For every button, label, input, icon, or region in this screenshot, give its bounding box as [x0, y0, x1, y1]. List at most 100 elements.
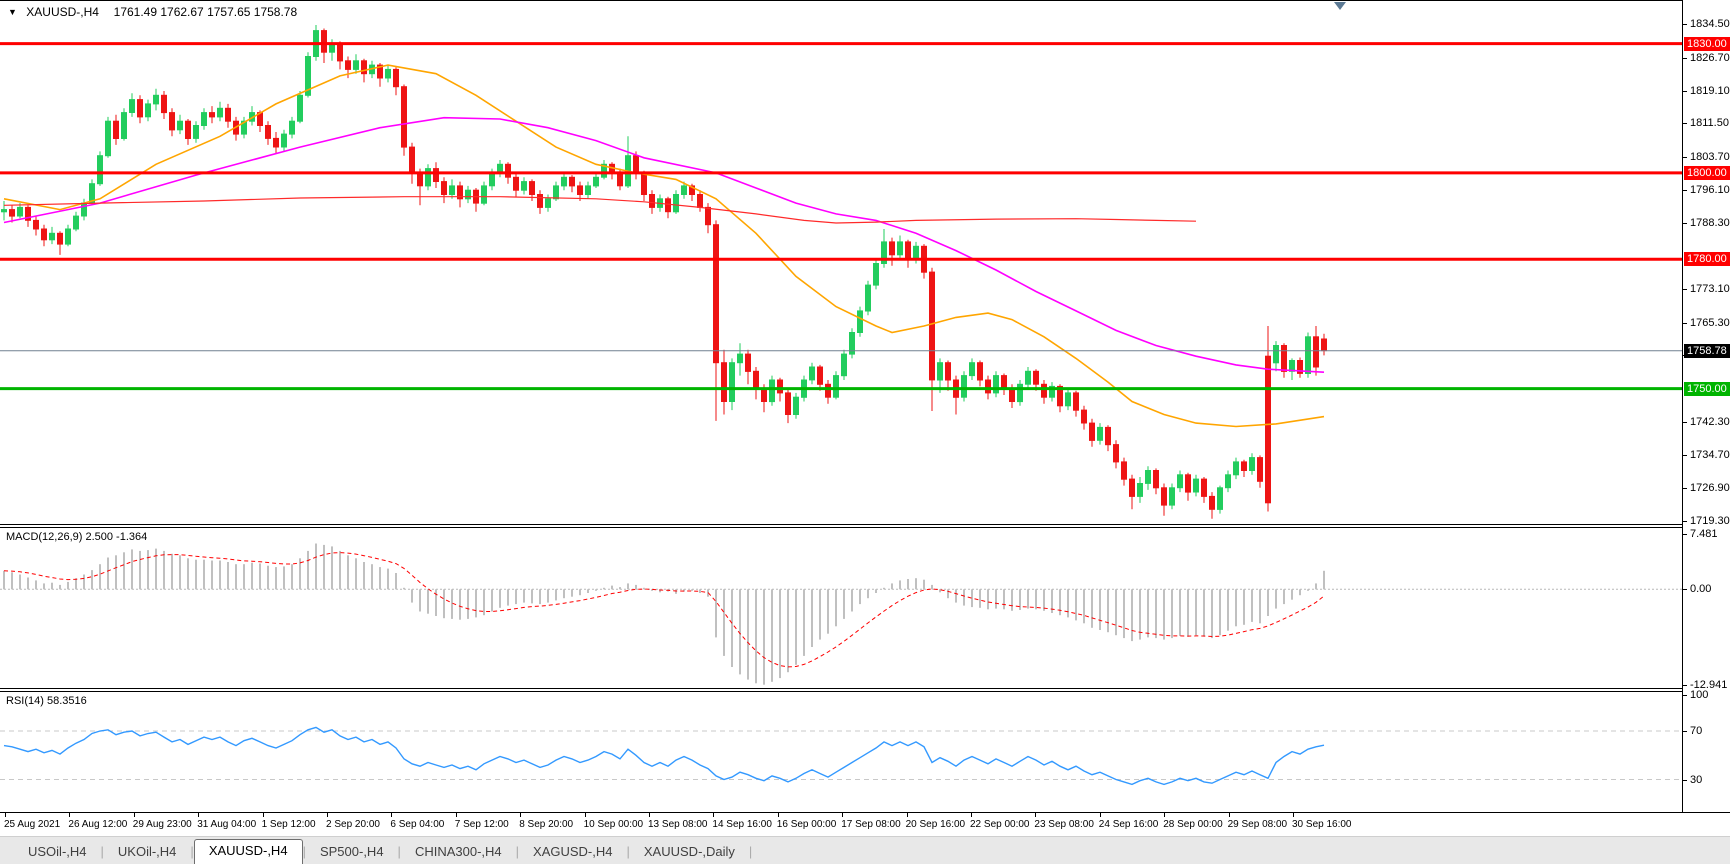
price-pane[interactable]	[0, 0, 1682, 524]
price-tick-label: 1734.70	[1690, 448, 1730, 461]
price-tick-label: 1803.70	[1690, 151, 1730, 163]
axis-tick	[1683, 694, 1687, 696]
axis-tick	[1683, 685, 1687, 686]
symbol-dropdown-icon[interactable]: ▼	[8, 7, 17, 17]
price-level-box-1750.00[interactable]: 1750.00	[1684, 381, 1730, 396]
time-tick	[198, 813, 200, 817]
time-tick	[69, 813, 71, 817]
price-axis[interactable]: 1834.50 1826.70 1819.10 1811.50 1803.70 1796.…	[1682, 0, 1730, 812]
time-label: 25 Aug 2021	[4, 819, 61, 830]
time-tick	[1164, 813, 1166, 817]
chart-tab-xauusd-daily[interactable]: XAUUSD-,Daily	[643, 844, 735, 859]
time-label: 7 Sep 12:00	[454, 819, 509, 830]
price-tick-label: 1811.50	[1690, 117, 1729, 130]
macd-indicator-label: MACD(12,26,9) 2.500 -1.364	[6, 531, 148, 543]
time-tick	[713, 813, 715, 817]
time-label: 8 Sep 20:00	[519, 819, 574, 830]
price-tick-label: 1826.70	[1690, 51, 1730, 64]
tab-divider: |	[397, 844, 401, 859]
ma-mid-magenta[interactable]	[3, 116, 1325, 373]
time-label: 20 Sep 16:00	[905, 819, 966, 830]
axis-tick	[1683, 322, 1687, 324]
chart-tab-china300-h4[interactable]: CHINA300-,H4	[414, 844, 502, 859]
time-label: 29 Sep 08:00	[1227, 819, 1288, 830]
time-tick	[520, 813, 522, 817]
price-tick-label: 1773.10	[1690, 283, 1730, 295]
time-label: 24 Sep 16:00	[1098, 819, 1159, 830]
macd-signal-line	[3, 552, 1325, 668]
time-label: 16 Sep 00:00	[776, 819, 837, 830]
axis-tick	[1683, 223, 1687, 225]
price-chart-canvas[interactable]	[0, 0, 1682, 524]
chart-tab-usoil-h4[interactable]: USOil-,H4	[28, 844, 87, 859]
price-level-box-1780.00[interactable]: 1780.00	[1684, 252, 1730, 267]
time-tick	[842, 813, 844, 817]
price-tick-label: 1788.30	[1690, 217, 1730, 230]
rsi-tick-label: 70	[1690, 725, 1703, 737]
chart-tab-sp500-h4[interactable]: SP500-,H4	[319, 844, 384, 859]
price-level-box-1830.00[interactable]: 1830.00	[1684, 36, 1730, 51]
time-label: 28 Sep 00:00	[1163, 819, 1223, 830]
time-axis[interactable]: 25 Aug 2021 26 Aug 12:00 29 Aug 23:00 31 Au…	[0, 812, 1730, 837]
time-tick	[133, 813, 135, 817]
price-tick-label: 1742.30	[1690, 415, 1730, 428]
price-level-box-1758.78[interactable]: 1758.78	[1684, 343, 1730, 358]
tab-divider: |	[302, 844, 306, 859]
time-tick	[584, 813, 586, 817]
pane-separator-macd[interactable]	[0, 524, 1730, 528]
chart-tab-xagusd-h4[interactable]: XAGUSD-,H4	[533, 844, 613, 859]
chart-tab-ukoil-h4[interactable]: UKOil-,H4	[117, 844, 177, 859]
chart-tab-xauusd-h4[interactable]: XAUUSD-,H4	[193, 839, 303, 864]
chart-shift-marker-icon[interactable]	[1334, 2, 1346, 10]
macd-pane[interactable]	[0, 528, 1682, 688]
time-label: 13 Sep 08:00	[648, 819, 708, 830]
macd-tick-label: 0.00	[1690, 583, 1712, 596]
time-label: 31 Aug 04:00	[197, 819, 257, 830]
axis-tick	[1683, 421, 1687, 423]
axis-tick	[1683, 289, 1687, 290]
macd-histogram	[3, 543, 1325, 685]
time-label: 26 Aug 12:00	[68, 819, 128, 830]
time-tick	[777, 813, 779, 817]
rsi-indicator-label: RSI(14) 58.3516	[6, 695, 87, 707]
axis-tick	[1683, 123, 1687, 125]
time-tick	[906, 813, 908, 817]
axis-tick	[1683, 189, 1687, 191]
time-tick	[971, 813, 972, 817]
time-tick	[391, 813, 393, 817]
macd-canvas	[0, 543, 1682, 685]
price-tick-label: 1726.90	[1690, 482, 1730, 495]
axis-tick	[1683, 779, 1687, 781]
axis-tick	[1683, 521, 1687, 522]
ma-fast-orange[interactable]	[3, 64, 1325, 428]
time-tick	[1228, 813, 1230, 817]
tab-divider: |	[626, 844, 630, 859]
axis-tick	[1683, 24, 1687, 26]
time-label: 1 Sep 12:00	[261, 819, 316, 830]
ma-slow-red[interactable]	[3, 196, 1197, 224]
symbol-title: XAUUSD-,H4	[26, 5, 99, 19]
chart-top-border	[0, 0, 1730, 1]
time-label: 2 Sep 20:00	[326, 819, 380, 830]
tab-divider: |	[190, 844, 194, 859]
time-label: 6 Sep 04:00	[390, 819, 445, 830]
time-label: 22 Sep 00:00	[970, 819, 1030, 830]
chart-header: ▼ XAUUSD-,H4 1761.49 1762.67 1757.65 175…	[8, 5, 297, 19]
time-tick	[455, 813, 457, 817]
time-label: 10 Sep 00:00	[583, 819, 644, 830]
time-tick	[649, 813, 650, 817]
time-label: 29 Aug 23:00	[132, 819, 192, 830]
price-level-box-1800.00[interactable]: 1800.00	[1684, 165, 1730, 180]
rsi-tick-label: 30	[1690, 773, 1703, 786]
price-tick-label: 1819.10	[1690, 84, 1730, 97]
pane-separator-rsi[interactable]	[0, 688, 1730, 692]
axis-tick	[1683, 731, 1687, 732]
price-tick-label: 1765.30	[1690, 316, 1730, 329]
rsi-canvas	[0, 726, 1682, 786]
axis-tick	[1683, 589, 1687, 591]
rsi-tick-label: 100	[1690, 688, 1709, 701]
time-tick	[5, 813, 6, 817]
rsi-pane[interactable]	[0, 692, 1682, 812]
price-tick-label: 1796.10	[1690, 183, 1730, 196]
